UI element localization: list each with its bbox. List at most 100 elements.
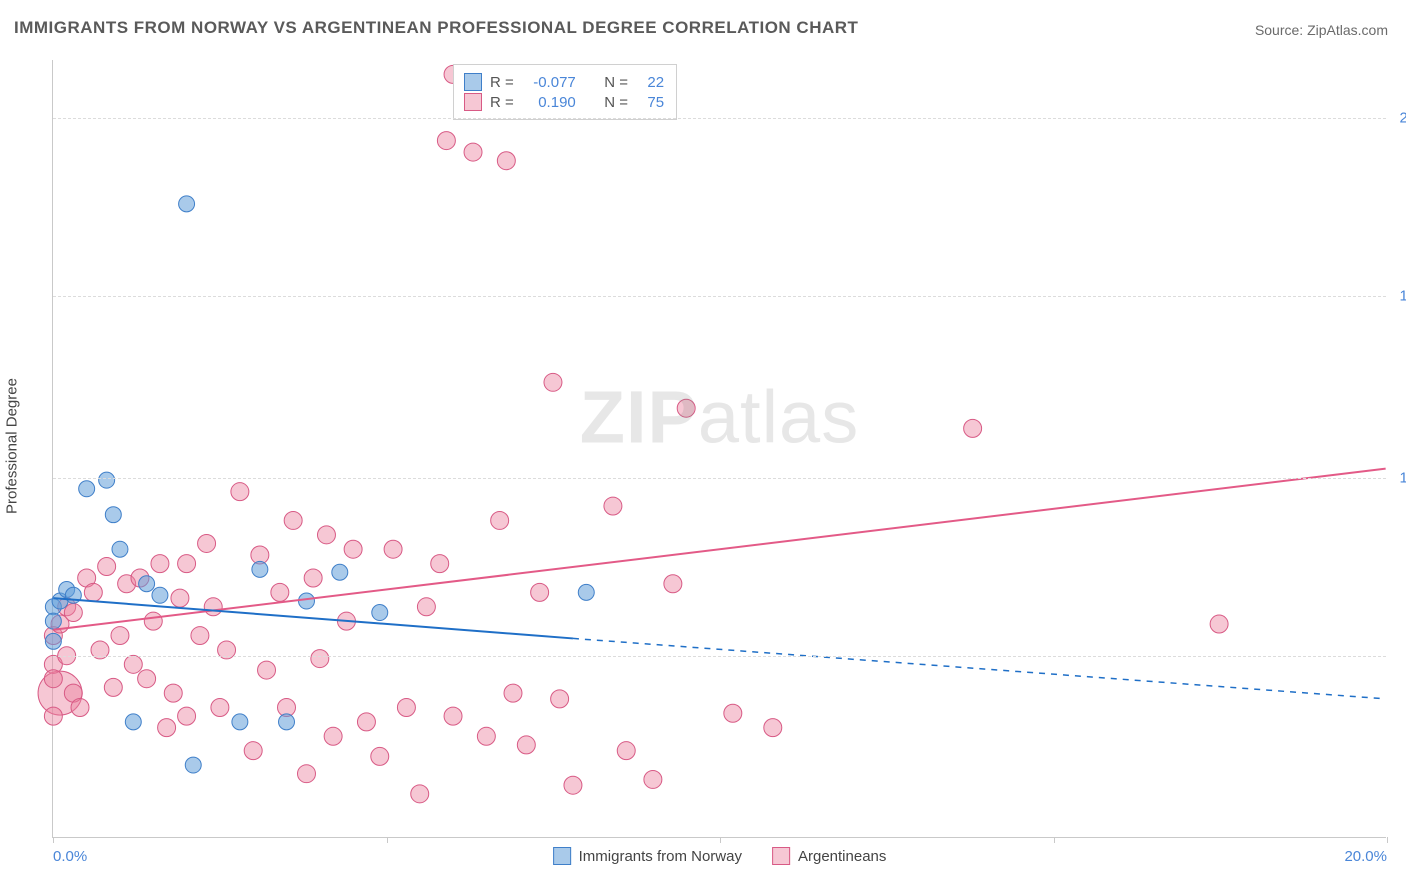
series-legend: Immigrants from Norway Argentineans	[553, 847, 887, 865]
y-tick-label: 12.5%	[1392, 469, 1406, 486]
scatter-point-pink	[231, 483, 249, 501]
scatter-point-pink	[764, 719, 782, 737]
scatter-point-pink	[357, 713, 375, 731]
scatter-point-pink	[178, 555, 196, 573]
scatter-point-pink	[98, 558, 116, 576]
scatter-point-pink	[497, 152, 515, 170]
legend-n-label: N =	[604, 94, 628, 111]
scatter-point-pink	[504, 684, 522, 702]
scatter-point-blue	[112, 541, 128, 557]
y-tick-label: 6.3%	[1392, 648, 1406, 665]
scatter-point-pink	[44, 707, 62, 725]
scatter-point-blue	[332, 564, 348, 580]
scatter-point-pink	[198, 534, 216, 552]
scatter-point-pink	[517, 736, 535, 754]
scatter-point-pink	[284, 511, 302, 529]
scatter-point-pink	[158, 719, 176, 737]
x-tick-label: 20.0%	[1344, 848, 1387, 865]
legend-swatch	[772, 847, 790, 865]
scatter-point-pink	[544, 373, 562, 391]
scatter-point-blue	[578, 584, 594, 600]
scatter-point-blue	[179, 196, 195, 212]
legend-swatch	[553, 847, 571, 865]
scatter-point-pink	[464, 143, 482, 161]
scatter-point-pink	[211, 699, 229, 717]
scatter-point-pink	[178, 707, 196, 725]
scatter-point-blue	[105, 507, 121, 523]
y-tick-label: 25.0%	[1392, 109, 1406, 126]
scatter-point-pink	[444, 707, 462, 725]
scatter-point-pink	[104, 678, 122, 696]
x-tick	[720, 837, 721, 843]
series-legend-label: Immigrants from Norway	[579, 848, 742, 865]
legend-n-label: N =	[604, 74, 628, 91]
scatter-point-blue	[185, 757, 201, 773]
scatter-point-pink	[164, 684, 182, 702]
x-tick	[53, 837, 54, 843]
series-legend-item: Argentineans	[772, 847, 886, 865]
scatter-point-pink	[84, 583, 102, 601]
scatter-point-pink	[171, 589, 189, 607]
gridline	[53, 656, 1386, 657]
scatter-point-blue	[99, 472, 115, 488]
legend-r-value: 0.190	[522, 94, 576, 111]
correlation-legend: R = -0.077 N = 22R = 0.190 N = 75	[453, 64, 677, 120]
scatter-point-pink	[437, 132, 455, 150]
scatter-point-blue	[232, 714, 248, 730]
scatter-point-pink	[964, 419, 982, 437]
legend-row: R =0.190 N =75	[464, 93, 664, 111]
scatter-point-pink	[677, 399, 695, 417]
scatter-point-pink	[371, 747, 389, 765]
scatter-point-pink	[411, 785, 429, 803]
scatter-point-pink	[531, 583, 549, 601]
scatter-point-pink	[138, 670, 156, 688]
scatter-point-pink	[477, 727, 495, 745]
scatter-point-pink	[417, 598, 435, 616]
scatter-point-pink	[144, 612, 162, 630]
scatter-point-pink	[191, 627, 209, 645]
scatter-point-blue	[45, 613, 61, 629]
legend-n-value: 75	[636, 94, 664, 111]
scatter-point-blue	[252, 561, 268, 577]
scatter-point-blue	[279, 714, 295, 730]
x-tick	[1387, 837, 1388, 843]
series-legend-label: Argentineans	[798, 848, 886, 865]
scatter-point-pink	[298, 765, 316, 783]
legend-n-value: 22	[636, 74, 664, 91]
scatter-point-blue	[45, 633, 61, 649]
chart-title: IMMIGRANTS FROM NORWAY VS ARGENTINEAN PR…	[14, 18, 858, 38]
x-tick	[1054, 837, 1055, 843]
scatter-point-pink	[44, 670, 62, 688]
legend-r-value: -0.077	[522, 74, 576, 91]
y-axis-title: Professional Degree	[4, 378, 21, 514]
gridline	[53, 296, 1386, 297]
scatter-point-pink	[304, 569, 322, 587]
scatter-point-pink	[564, 776, 582, 794]
scatter-point-pink	[431, 555, 449, 573]
plot-area: ZIPatlas R =-0.077 N =22R =0.190 N =75 I…	[52, 60, 1386, 838]
scatter-point-pink	[317, 526, 335, 544]
legend-row: R = -0.077 N = 22	[464, 73, 664, 91]
legend-swatch	[464, 93, 482, 111]
scatter-point-pink	[551, 690, 569, 708]
scatter-point-pink	[384, 540, 402, 558]
chart-svg	[53, 60, 1386, 837]
gridline	[53, 118, 1386, 119]
legend-r-label: R =	[490, 74, 514, 91]
scatter-point-pink	[311, 650, 329, 668]
scatter-point-pink	[617, 742, 635, 760]
series-legend-item: Immigrants from Norway	[553, 847, 742, 865]
x-tick-label: 0.0%	[53, 848, 87, 865]
scatter-point-pink	[397, 699, 415, 717]
scatter-point-pink	[244, 742, 262, 760]
scatter-point-pink	[258, 661, 276, 679]
x-tick	[387, 837, 388, 843]
scatter-point-blue	[299, 593, 315, 609]
legend-swatch	[464, 73, 482, 91]
gridline	[53, 478, 1386, 479]
scatter-point-blue	[125, 714, 141, 730]
source-label: Source: ZipAtlas.com	[1255, 22, 1388, 38]
scatter-point-blue	[139, 576, 155, 592]
scatter-point-pink	[724, 704, 742, 722]
scatter-point-pink	[71, 699, 89, 717]
